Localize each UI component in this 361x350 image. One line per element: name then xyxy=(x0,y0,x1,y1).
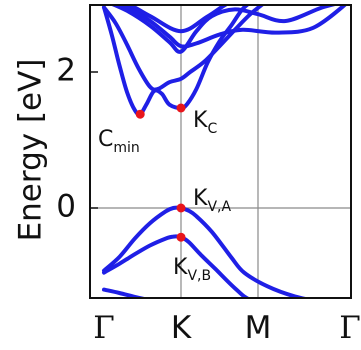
band-line-6 xyxy=(102,205,312,298)
band-line-7 xyxy=(102,234,252,298)
point-kc xyxy=(176,103,186,113)
x-tick-label-k: K xyxy=(171,310,192,346)
x-tick-label-gamma-start: Γ xyxy=(93,310,115,346)
annotation-kc: KC xyxy=(193,108,217,137)
x-tick-label-gamma-end: Γ xyxy=(339,310,361,346)
annotation-kva: KV,A xyxy=(193,186,231,215)
grid xyxy=(90,5,351,298)
highlight-points xyxy=(135,103,186,242)
point-kvb xyxy=(176,232,186,242)
annotation-kvb: KV,B xyxy=(173,255,211,284)
point-cmin xyxy=(135,109,145,119)
y-tick-marks xyxy=(90,71,98,209)
point-kva xyxy=(176,203,186,213)
y-axis-label: Energy [eV] xyxy=(13,59,49,242)
band-curves xyxy=(102,5,348,298)
band-line-3 xyxy=(113,5,348,49)
annotation-cmin: Cmin xyxy=(98,127,140,156)
band-line-4 xyxy=(109,5,340,54)
x-tick-label-m: M xyxy=(245,310,272,346)
y-tick-label-0: 0 xyxy=(56,189,76,225)
y-tick-label-2: 2 xyxy=(56,53,76,89)
plot-frame xyxy=(89,4,352,299)
band-line-5 xyxy=(123,5,230,34)
